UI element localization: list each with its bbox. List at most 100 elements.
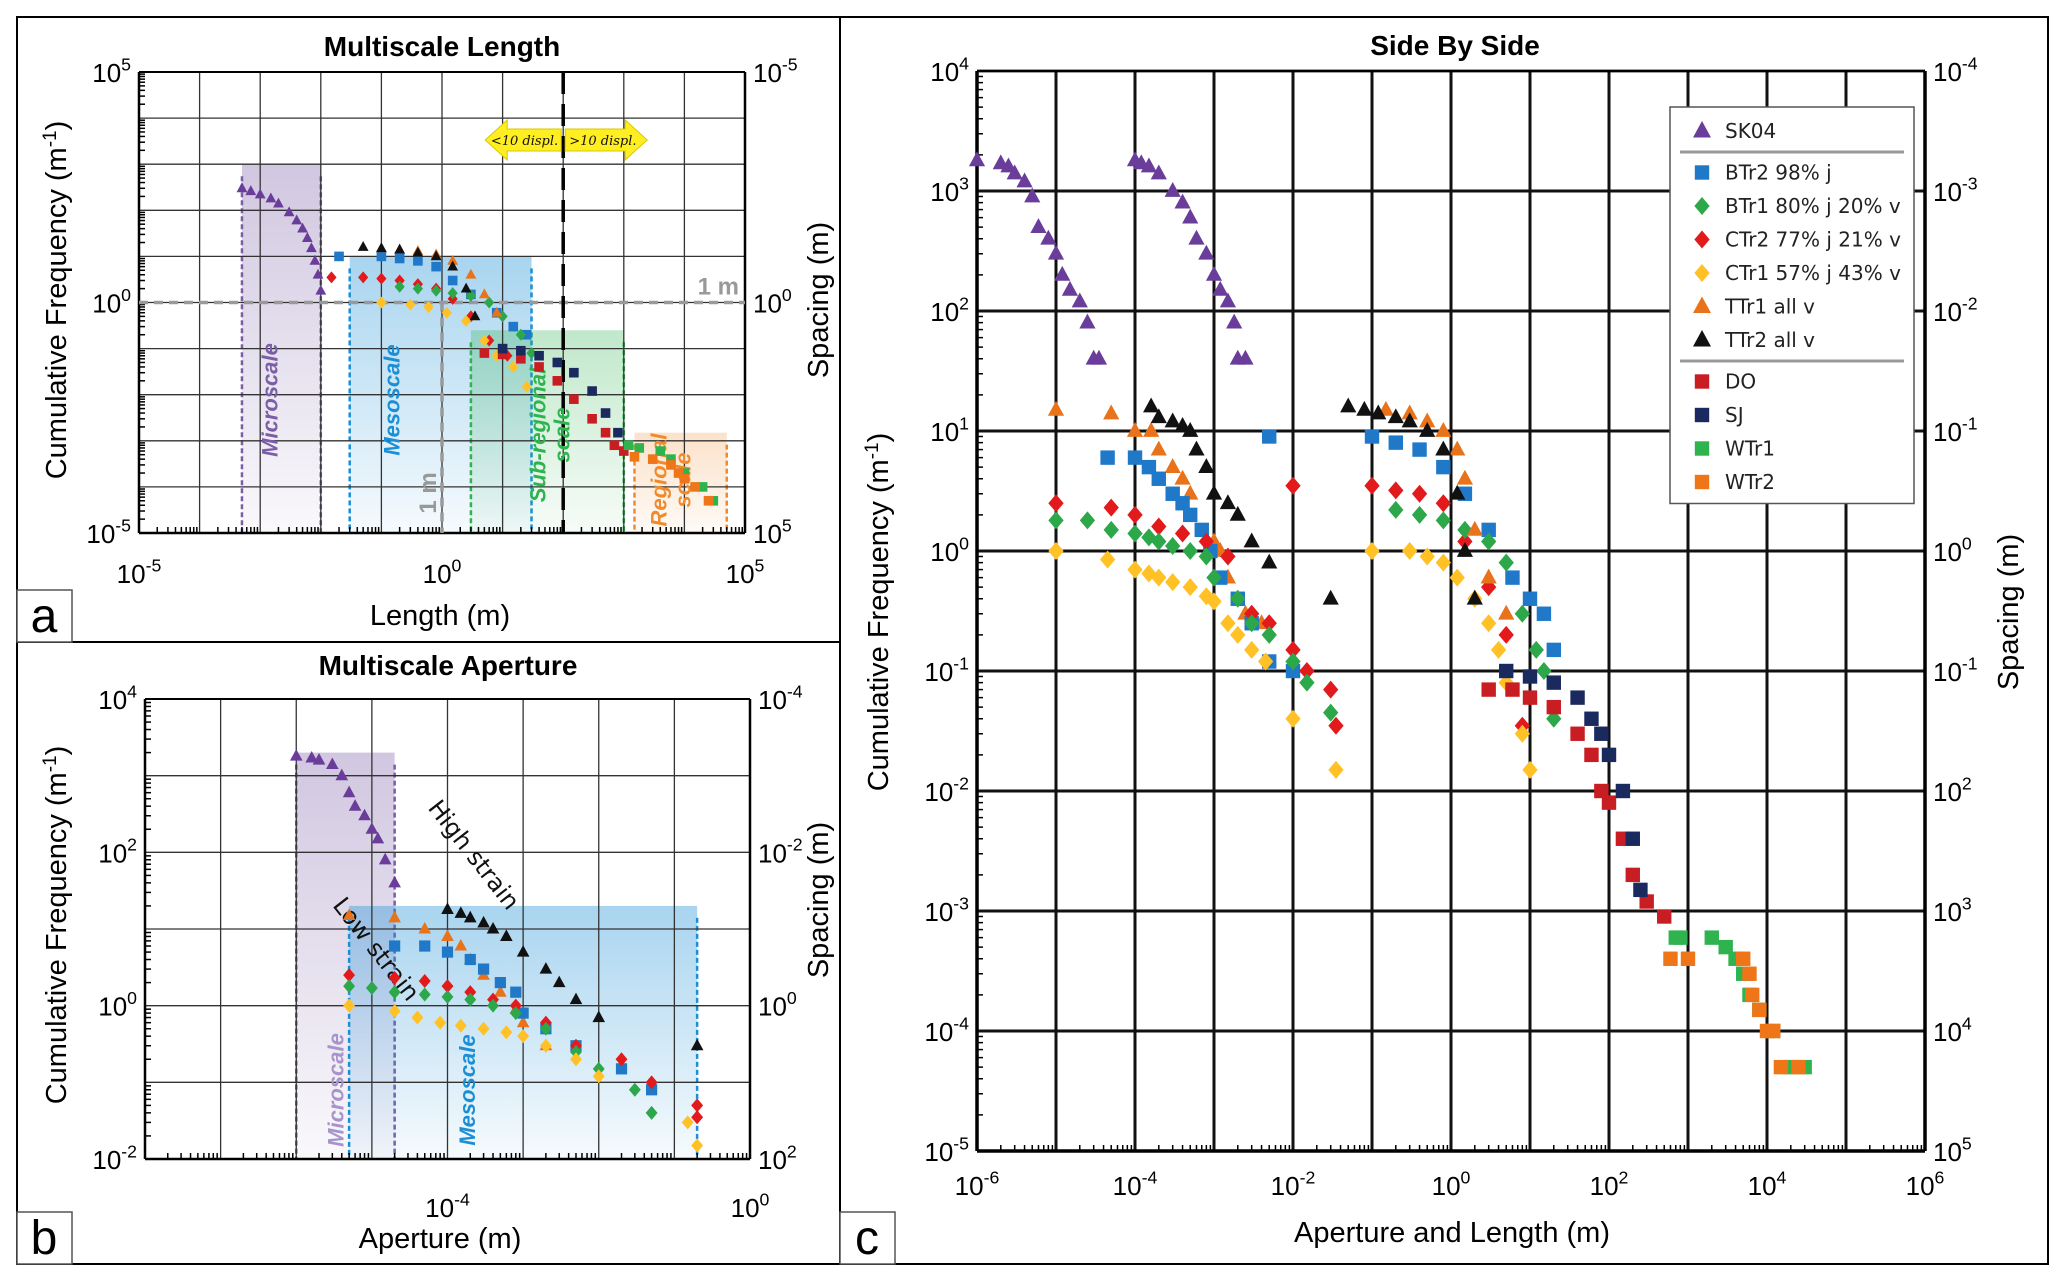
y-right-tick-label: 102 [1933,773,1972,807]
panel-b-xlabel: Aperture (m) [359,1223,522,1255]
data-point [1090,349,1108,365]
x-tick-label: 10-4 [1113,1167,1158,1201]
tick-base: 10 [1933,297,1962,327]
tick-base: 10 [92,1145,121,1175]
data-point [1766,1023,1781,1039]
data-point [1633,882,1648,898]
x-tick-label: 10-2 [1271,1167,1316,1201]
tick-base: 10 [753,519,782,549]
data-point [517,1007,529,1019]
label-b-microscale: Microscale [323,1033,348,1147]
data-point [1194,522,1209,538]
x-tick-label: 10-5 [117,555,162,589]
data-point [647,454,658,464]
data-point [394,280,405,293]
one-meter-label-horizontal: 1 m [698,274,739,301]
data-point [1165,573,1181,592]
data-point [1584,711,1599,726]
data-point [309,254,321,265]
legend-label: CTr1 57% j 43% v [1725,261,1901,285]
panel-a-ylabel-right: Spacing (m) [803,222,835,378]
tick-base: 10 [1113,1171,1142,1201]
panel-c-ylabel-text: Cumulative Frequency (m [863,459,895,791]
y-tick-label: 102 [98,835,137,869]
data-point [552,376,563,386]
data-point [1639,894,1654,909]
tick-exp: -4 [1142,1167,1158,1187]
data-point [1364,542,1380,560]
tick-exp: 0 [127,988,137,1008]
data-point [1601,795,1617,810]
data-point [1481,532,1497,551]
data-point [679,473,690,484]
tick-base: 10 [758,992,787,1022]
tick-exp: 4 [1962,1013,1972,1033]
data-point [335,768,349,781]
data-point [291,214,303,225]
data-point [1419,412,1436,428]
data-point [1388,481,1404,500]
data-point [539,1021,552,1036]
panel-c-legend: SK04 BTr2 98% j BTr1 80% j 20% v CTr2 77% j… [1669,106,1915,505]
data-point [1498,625,1514,644]
data-point [619,446,629,456]
data-point [497,343,508,354]
tick-base: 10 [924,897,953,927]
tick-base: 10 [1933,177,1962,207]
data-point [315,284,327,295]
data-point [431,284,442,297]
data-point [497,349,508,360]
data-point [1435,422,1452,437]
y-right-tick-label: 10-1 [1933,653,1978,687]
tick-exp: -2 [121,1141,137,1161]
panel-b-regions [295,752,699,1159]
data-point [681,1115,694,1130]
data-point [516,1015,530,1028]
label-b-mesoscale: Mesoscale [455,1034,480,1145]
data-point [411,1010,424,1025]
data-point [342,908,356,921]
label-subregional-line: Sub-regional [526,367,551,502]
data-point [1237,349,1254,365]
data-point [1261,625,1277,644]
data-point [465,289,477,302]
data-point [343,979,356,994]
tick-exp: 3 [959,173,969,193]
tick-base: 10 [1933,417,1962,447]
data-point [365,822,379,834]
svg-text:a: a [31,590,58,643]
data-point [690,482,700,492]
y-tick-label: 105 [92,54,131,88]
data-point [1718,939,1733,955]
y-tick-label: 101 [930,413,969,447]
data-point [1164,412,1181,428]
legend-label: BTr1 80% j 20% v [1725,194,1901,218]
data-point [389,940,401,952]
data-point [1412,442,1427,457]
data-point [1198,532,1214,551]
data-point [1370,404,1387,420]
tick-base: 10 [930,297,959,327]
y-right-tick-label: 10-2 [1933,293,1978,327]
displacement-arrows: <10 displ. >10 displ. [484,118,648,162]
y-right-tick-label: 10-5 [753,54,798,88]
data-point [1006,164,1023,180]
data-point [968,151,986,167]
data-point [1230,589,1246,608]
data-point [494,985,507,997]
data-point [666,460,676,470]
data-point [1752,1002,1767,1018]
data-point [623,440,634,451]
legend-item: CTr1 57% j 43% v [1694,261,1901,285]
data-point [465,268,477,279]
x-tick-label: 106 [1906,1167,1945,1201]
tick-base: 10 [86,519,115,549]
data-point [1261,553,1278,569]
data-point [1220,614,1236,633]
data-point [431,261,441,272]
panel-b-title: Multiscale Aperture [319,650,578,681]
data-point [691,1098,704,1113]
series-ttr2 [1143,397,1339,605]
data-point [1244,614,1260,633]
